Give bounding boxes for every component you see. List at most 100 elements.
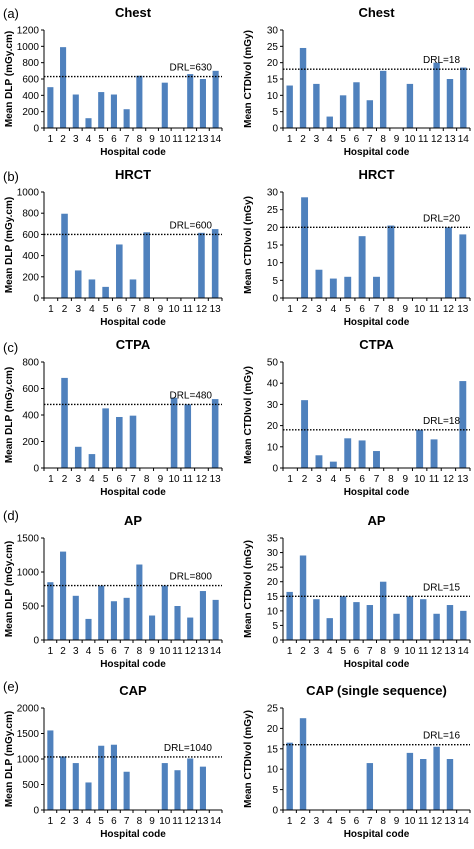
x-tick-label: 1: [48, 646, 54, 657]
drl-label: DRL=800: [169, 572, 212, 583]
y-tick-label: 15: [267, 592, 279, 603]
y-tick-label: 20: [267, 421, 279, 432]
x-tick-label: 2: [62, 474, 68, 485]
bar-hospital-11: [430, 439, 438, 468]
bar-hospital-13: [211, 229, 219, 298]
x-tick-label: 4: [89, 304, 95, 315]
y-tick-label: 800: [22, 358, 39, 369]
y-tick-label: 2000: [17, 704, 40, 715]
x-tick-label: 8: [388, 474, 394, 485]
x-tick-label: 12: [431, 646, 443, 657]
bar-hospital-4: [329, 278, 337, 298]
x-axis-label: Hospital code: [344, 317, 410, 328]
x-tick-label: 9: [149, 816, 155, 827]
x-tick-label: 11: [172, 646, 183, 657]
bar-hospital-11: [420, 759, 427, 810]
bar-hospital-13: [199, 766, 206, 810]
y-tick-label: 10: [267, 606, 279, 617]
bar-hospital-12: [433, 62, 440, 128]
x-tick-label: 6: [117, 474, 123, 485]
drl-label: DRL=20: [423, 213, 460, 224]
bar-hospital-2: [299, 47, 307, 128]
bar-hospital-3: [313, 599, 320, 640]
x-tick-label: 11: [172, 816, 183, 827]
bar-hospital-7: [123, 109, 130, 128]
x-tick-label: 2: [300, 134, 306, 145]
bar-hospital-3: [72, 763, 79, 810]
y-tick-label: 25: [267, 704, 279, 715]
x-tick-label: 3: [314, 646, 320, 657]
bar-hospital-12: [444, 227, 452, 298]
bar-hospital-3: [72, 94, 79, 128]
x-tick-label: 11: [418, 816, 429, 827]
y-axis-label: Mean CTDIvol (mGy): [243, 540, 254, 638]
bar-hospital-13: [459, 234, 467, 298]
y-axis-label: Mean DLP (mGy.cm): [4, 367, 15, 463]
bar-hospital-2: [60, 756, 67, 810]
y-tick-label: 1500: [17, 729, 40, 740]
bar-hospital-7: [129, 279, 137, 298]
bar-hospital-8: [387, 225, 395, 298]
x-tick-label: 7: [124, 134, 130, 145]
x-axis-label: Hospital code: [344, 487, 410, 498]
y-tick-label: 0: [33, 636, 39, 647]
x-tick-label: 2: [302, 474, 308, 485]
y-tick-label: 200: [22, 107, 39, 118]
x-tick-label: 12: [196, 304, 208, 315]
x-axis-label: Hospital code: [344, 829, 410, 840]
bar-hospital-10: [406, 752, 414, 810]
x-tick-label: 14: [210, 646, 222, 657]
y-tick-label: 15: [267, 744, 279, 755]
drl-label: DRL=480: [169, 390, 212, 401]
bar-hospital-2: [60, 551, 67, 640]
drl-label: DRL=15: [423, 582, 460, 593]
bar-hospital-11: [174, 606, 181, 640]
y-tick-label: 5: [272, 276, 278, 287]
x-tick-label: 3: [316, 304, 322, 315]
bar-hospital-5: [98, 745, 105, 810]
bar-hospital-6: [358, 236, 366, 298]
x-tick-label: 7: [130, 304, 136, 315]
bar-hospital-10: [170, 397, 178, 468]
drl-label: DRL=18: [423, 55, 460, 66]
x-tick-label: 8: [380, 646, 386, 657]
y-tick-label: 600: [22, 75, 39, 86]
y-tick-label: 400: [22, 251, 39, 262]
x-tick-label: 7: [374, 474, 380, 485]
chart-title: CTPA: [359, 337, 394, 352]
y-tick-label: 200: [22, 437, 39, 448]
x-tick-label: 1: [48, 134, 54, 145]
panel-label: (d): [3, 508, 19, 523]
y-tick-label: 500: [22, 780, 39, 791]
x-tick-label: 10: [159, 646, 171, 657]
x-tick-label: 9: [394, 134, 400, 145]
x-tick-label: 6: [359, 474, 365, 485]
x-tick-label: 4: [86, 816, 92, 827]
x-tick-label: 5: [340, 646, 346, 657]
y-tick-label: 0: [272, 124, 278, 135]
bar-hospital-9: [149, 615, 156, 640]
panel-label: (c): [3, 340, 18, 355]
bar-hospital-4: [88, 279, 96, 298]
x-tick-label: 13: [444, 646, 456, 657]
x-tick-label: 7: [367, 816, 373, 827]
x-tick-label: 5: [340, 134, 346, 145]
y-tick-label: 600: [22, 230, 39, 241]
x-tick-label: 1: [287, 816, 293, 827]
x-tick-label: 13: [457, 474, 469, 485]
chart-title: CAP: [119, 683, 147, 698]
bar-hospital-13: [446, 79, 454, 128]
bar-hospital-7: [123, 597, 130, 640]
bar-hospital-1: [286, 591, 293, 640]
bar-hospital-7: [129, 415, 137, 468]
x-tick-label: 2: [60, 646, 66, 657]
bar-hospital-7: [123, 771, 130, 810]
x-tick-label: 8: [380, 816, 386, 827]
x-tick-label: 3: [75, 474, 81, 485]
bar-hospital-10: [406, 83, 414, 128]
